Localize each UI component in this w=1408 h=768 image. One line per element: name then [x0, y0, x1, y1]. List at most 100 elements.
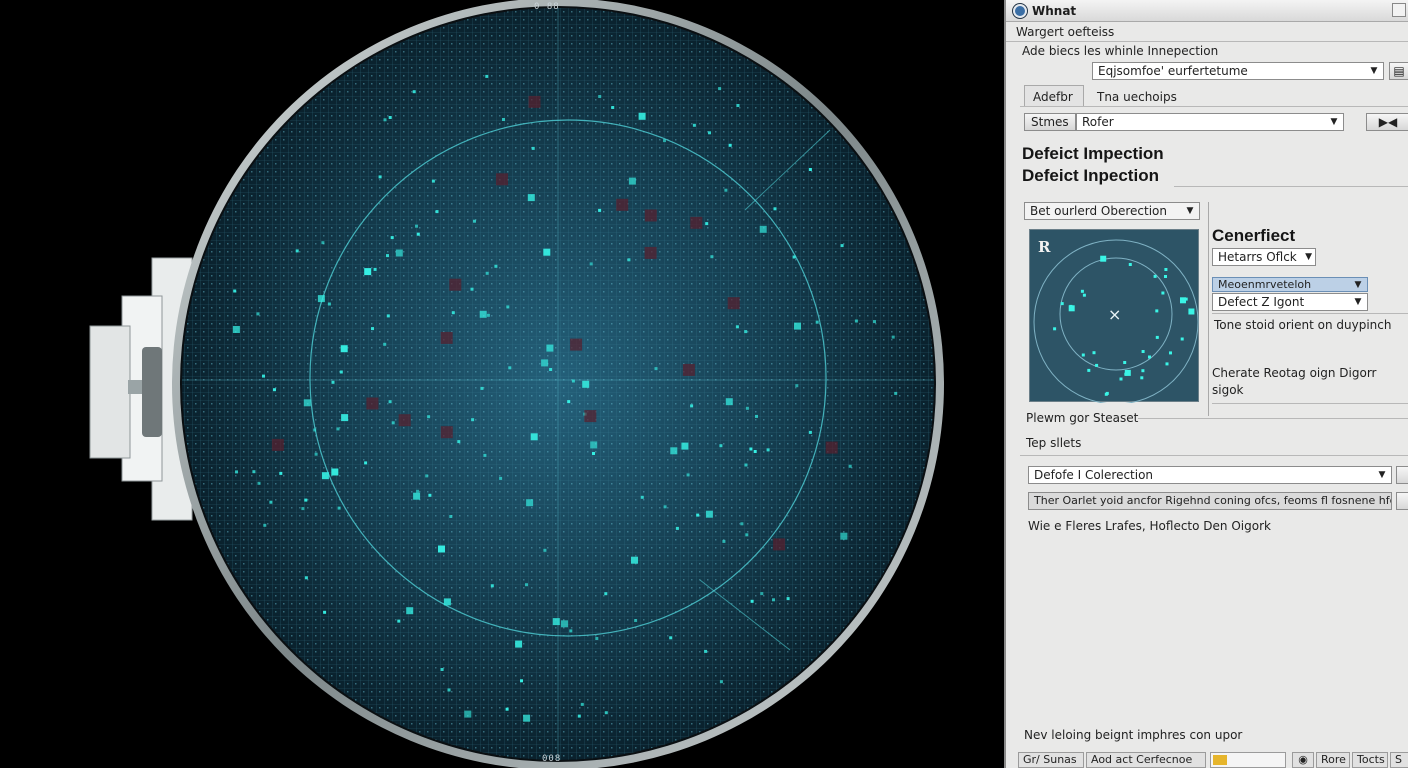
window-title: Whnat [1032, 4, 1077, 18]
defect-marker [745, 406, 749, 410]
mini-defect-marker [1080, 289, 1084, 293]
wafer-bottom-marker: 008 [542, 754, 562, 764]
status-cell-4[interactable]: Rore [1316, 752, 1350, 768]
defect-marker [428, 493, 432, 497]
defect-marker [549, 368, 553, 371]
defect-marker [571, 379, 575, 383]
heading-divider [1174, 186, 1408, 187]
mini-defect-marker [1128, 263, 1132, 266]
status-cell-6[interactable]: S [1390, 752, 1408, 768]
defect-marker [256, 312, 260, 316]
mini-map-label: R [1038, 238, 1051, 256]
defect-mini-map[interactable]: × R [1029, 229, 1199, 405]
defect-marker [263, 523, 267, 527]
defect-marker [364, 461, 368, 465]
defect-marker [598, 95, 602, 98]
defect-marker [577, 714, 581, 718]
mini-wafer-map: × R [1033, 238, 1199, 405]
defect-marker [515, 640, 523, 648]
defect-marker [541, 359, 549, 367]
defect-marker [692, 123, 696, 127]
defect-marker [483, 453, 487, 457]
defect-marker [873, 320, 876, 324]
list-button[interactable]: ▤ [1389, 62, 1408, 80]
defect-marker [301, 507, 305, 511]
defect-marker [273, 388, 276, 392]
tab-uechoips[interactable]: Tna uechoips [1088, 85, 1198, 107]
window-close-button[interactable] [1392, 3, 1406, 17]
list-icon: ▤ [1393, 64, 1405, 78]
mini-defect-marker [1081, 353, 1085, 357]
panel-heading-2: Defeict Inpection [1022, 166, 1159, 185]
tab-label: Tna uechoips [1097, 90, 1177, 104]
status-cell-5[interactable]: Tocts [1352, 752, 1388, 768]
defect-marker [336, 427, 340, 431]
defect-marker [736, 104, 740, 107]
status-search-button[interactable]: ◉ [1292, 752, 1314, 768]
status-cell-6-text: S [1395, 753, 1402, 766]
mini-defect-marker [1123, 361, 1127, 364]
defect-marker [415, 224, 418, 228]
preview-label: Plewm gor Steaset [1026, 411, 1139, 425]
defect-marker [552, 618, 560, 626]
mini-defect-marker [1180, 297, 1186, 304]
status-cell-5-text: Tocts [1357, 753, 1385, 766]
collection-combo[interactable]: Defofe I Colerection ▼ [1028, 466, 1392, 484]
collection-extra-button[interactable] [1396, 466, 1408, 484]
defect-marker [663, 139, 666, 143]
defect-marker [598, 208, 602, 212]
defect-marker [520, 679, 523, 683]
defect-marker [735, 325, 739, 329]
status-cell-1[interactable]: Gr/ Sunas [1018, 752, 1084, 768]
defect-marker [744, 330, 748, 334]
filter-combo[interactable]: Rofer ▼ [1076, 113, 1344, 131]
defect-marker [508, 366, 512, 370]
defect-marker [589, 262, 593, 266]
defect-marker [854, 319, 858, 323]
tab-adefbr[interactable]: Adefbr [1024, 85, 1084, 107]
defect-marker [279, 471, 283, 475]
status-cell-4-text: Rore [1321, 753, 1346, 766]
defect-cluster-marker [727, 297, 740, 310]
defect-marker [397, 619, 401, 623]
defect-zone-combo[interactable]: Defect Z Igont ▼ [1212, 293, 1368, 311]
mini-defect-marker [1119, 377, 1123, 381]
info-text: Ther Oarlet yoid ancfor Rigehnd coning o… [1034, 494, 1392, 507]
defect-marker [391, 421, 395, 425]
defect-cluster-marker [773, 538, 786, 551]
defect-marker [486, 313, 490, 317]
chevron-down-icon: ▼ [1330, 117, 1338, 127]
defect-type-selected-option[interactable]: Meoenmrveteloh ▼ [1212, 277, 1368, 292]
defect-marker [750, 599, 754, 603]
defect-marker [705, 222, 709, 226]
detection-dropdown[interactable]: Bet ourlerd Oberection ▼ [1024, 202, 1200, 220]
app-icon [1013, 4, 1027, 18]
defect-cluster-marker [584, 410, 597, 423]
mini-defect-marker [1188, 308, 1195, 315]
defect-marker [523, 714, 531, 722]
defect-note-line2: sigok [1212, 383, 1244, 397]
defect-marker [690, 404, 694, 408]
menu-label[interactable]: Wargert oefteiss [1016, 25, 1115, 39]
defect-marker [611, 106, 615, 109]
defect-marker [749, 447, 753, 451]
filter-label-button[interactable]: Stmes [1024, 113, 1076, 131]
defect-class-combo[interactable]: Hetarrs Oflck ▼ [1212, 248, 1316, 266]
mini-defect-marker [1124, 372, 1128, 376]
defect-marker [295, 249, 299, 253]
defect-marker [416, 489, 420, 493]
defect-description: Tone stoid orient on duypinch [1214, 318, 1392, 332]
mini-defect-marker [1095, 363, 1099, 367]
wafer-map[interactable] [0, 0, 1004, 768]
defect-marker [654, 367, 658, 371]
mini-defect-marker [1180, 337, 1184, 341]
defect-marker [331, 468, 339, 476]
defect-marker [722, 539, 726, 543]
defect-marker [262, 374, 265, 378]
status-cell-2[interactable]: Aod act Cerfecnoe [1086, 752, 1206, 768]
inspection-mode-combo[interactable]: Eqjsomfoe' eurfertetume ▼ [1092, 62, 1384, 80]
filter-action-button[interactable]: ▶◀ [1366, 113, 1408, 131]
info-extra-button[interactable] [1396, 492, 1408, 510]
inspection-mode-value: Eqjsomfoe' eurfertetume [1098, 64, 1248, 78]
mini-defect-marker [1164, 268, 1168, 271]
